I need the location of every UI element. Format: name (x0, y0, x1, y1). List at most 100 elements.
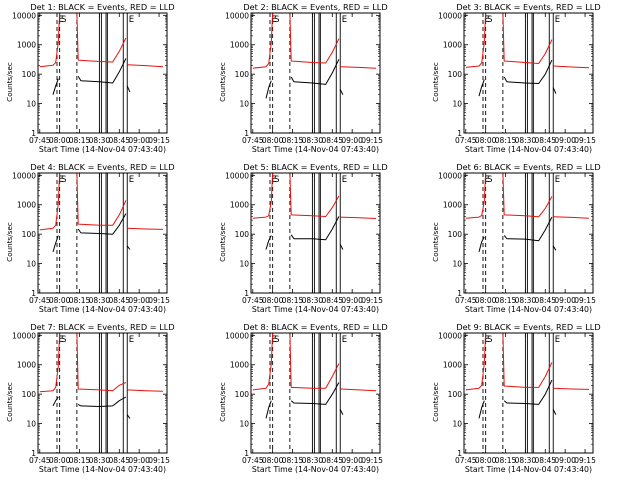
lld-series-line (465, 173, 553, 219)
x-axis-label: Start Time (14-Nov-04 07:43:40) (252, 145, 379, 154)
x-tick-label: 07:45 (455, 296, 477, 305)
y-tick-label: 100 (448, 390, 463, 399)
events-series-line (503, 379, 553, 405)
panel-title: Det 2: BLACK = Events, RED = LLD (243, 2, 387, 12)
marker-lines (56, 333, 128, 453)
x-tick-label: 09:15 (148, 136, 170, 145)
data-area (252, 173, 377, 250)
x-tick-label: 08:30 (515, 456, 537, 465)
x-tick-label: 08:45 (321, 456, 343, 465)
y-tick-label: 10 (452, 260, 462, 269)
panel-title: Det 5: BLACK = Events, RED = LLD (243, 162, 387, 172)
x-tick-label: 08:15 (282, 136, 304, 145)
x-tick-label: 08:00 (475, 456, 497, 465)
events-series-line (339, 89, 344, 95)
x-tick-label: 08:00 (262, 296, 284, 305)
data-area (39, 173, 164, 253)
y-axis-label: Counts/sec (431, 382, 440, 422)
x-tick-label: 08:15 (69, 296, 91, 305)
y-tick-label: 100 (22, 390, 37, 399)
x-tick-label: 08:00 (49, 456, 71, 465)
plot-frame (463, 332, 594, 454)
y-tick-label: 10000 (438, 11, 462, 20)
lld-series-line (127, 389, 164, 392)
y-axis-label: Counts/sec (5, 382, 14, 422)
events-series-line (552, 409, 557, 415)
y-tick-label: 10000 (225, 171, 249, 180)
x-tick-label: 09:00 (128, 136, 150, 145)
time-marker-label: E (58, 175, 63, 185)
x-axis-label: Start Time (14-Nov-04 07:43:40) (465, 465, 592, 474)
marker-lines (269, 333, 341, 453)
panel-title: Det 7: BLACK = Events, RED = LLD (30, 322, 174, 332)
lld-series-line (252, 173, 340, 219)
time-marker-label: E (555, 15, 560, 25)
y-tick-label: 1000 (230, 41, 249, 50)
y-tick-label: 10000 (225, 11, 249, 20)
x-tick-label: 09:00 (554, 296, 576, 305)
marker-lines (482, 173, 554, 293)
y-tick-label: 100 (235, 230, 250, 239)
x-tick-label: 08:45 (534, 456, 556, 465)
y-tick-label: 1 (31, 129, 36, 138)
x-tick-label: 08:30 (89, 296, 111, 305)
data-area (465, 333, 590, 419)
x-axis-label: Start Time (14-Nov-04 07:43:40) (39, 305, 166, 314)
events-series-line (52, 235, 59, 253)
plot-frame (250, 12, 381, 134)
time-marker-label: S (274, 335, 279, 345)
x-tick-label: 08:30 (302, 456, 324, 465)
y-axis-label: Counts/sec (218, 222, 227, 262)
x-tick-label: 07:45 (455, 456, 477, 465)
x-tick-label: 08:15 (495, 456, 517, 465)
plot-frame (37, 12, 168, 134)
time-marker-label: E (555, 335, 560, 345)
panel-title: Det 9: BLACK = Events, RED = LLD (456, 322, 600, 332)
y-tick-label: 10 (239, 420, 249, 429)
data-area (465, 13, 590, 97)
x-tick-label: 09:15 (574, 456, 596, 465)
detector-panel-1: Det 1: BLACK = Events, RED = LLD 1 10 100 10… (5, 2, 175, 154)
y-axis-label: Counts/sec (431, 222, 440, 262)
x-tick-label: 07:45 (455, 136, 477, 145)
x-tick-label: 09:15 (361, 136, 383, 145)
detector-panel-3: Det 3: BLACK = Events, RED = LLD 1 10 100 10… (431, 2, 601, 154)
x-tick-label: 08:15 (495, 136, 517, 145)
x-axis-label: Start Time (14-Nov-04 07:43:40) (252, 465, 379, 474)
x-tick-label: 09:15 (574, 136, 596, 145)
x-tick-label: 08:30 (515, 136, 537, 145)
y-tick-label: 10 (239, 260, 249, 269)
events-series-line (552, 87, 557, 94)
detector-panel-9: Det 9: BLACK = Events, RED = LLD 1 10 100 10… (431, 322, 601, 474)
events-series-line (339, 409, 344, 415)
x-tick-label: 08:45 (534, 296, 556, 305)
time-marker-label: E (271, 175, 276, 185)
marker-lines (56, 13, 128, 133)
y-tick-label: 100 (235, 70, 250, 79)
y-axis-label: Counts/sec (218, 382, 227, 422)
events-series-line (126, 414, 131, 419)
y-tick-label: 1000 (443, 41, 462, 50)
y-tick-label: 1 (457, 129, 462, 138)
time-marker-label: S (274, 15, 279, 25)
x-axis-label: Start Time (14-Nov-04 07:43:40) (465, 305, 592, 314)
time-marker-label: E (342, 335, 347, 345)
x-tick-label: 08:45 (321, 136, 343, 145)
time-marker-label: E (484, 335, 489, 345)
x-tick-label: 08:30 (302, 136, 324, 145)
y-tick-label: 10 (239, 100, 249, 109)
y-tick-label: 1000 (17, 41, 36, 50)
time-marker-label: E (58, 335, 63, 345)
x-axis-label: Start Time (14-Nov-04 07:43:40) (39, 465, 166, 474)
y-tick-label: 100 (448, 230, 463, 239)
events-series-line (503, 59, 553, 84)
lld-series-line (340, 66, 377, 69)
x-tick-label: 09:00 (128, 296, 150, 305)
x-axis-label: Start Time (14-Nov-04 07:43:40) (39, 145, 166, 154)
data-area (252, 333, 377, 419)
time-marker-label: E (484, 15, 489, 25)
data-area (39, 13, 164, 95)
time-marker-label: E (129, 175, 134, 185)
marker-lines (269, 13, 341, 133)
